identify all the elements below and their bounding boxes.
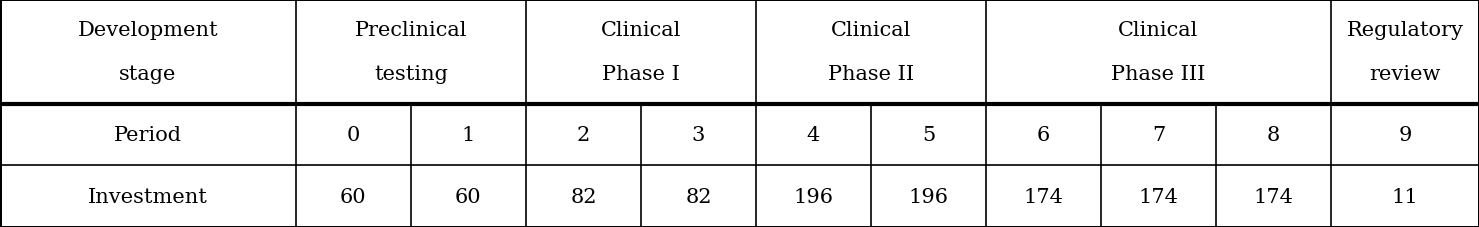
Text: 11: 11 (1392, 187, 1418, 206)
Text: 174: 174 (1254, 187, 1294, 206)
Text: 174: 174 (1023, 187, 1063, 206)
Text: 0: 0 (346, 126, 359, 145)
Text: Preclinical

testing: Preclinical testing (355, 21, 467, 84)
Text: 6: 6 (1037, 126, 1050, 145)
Text: Investment: Investment (87, 187, 209, 206)
Text: 196: 196 (908, 187, 948, 206)
Text: 82: 82 (569, 187, 596, 206)
Text: 9: 9 (1398, 126, 1412, 145)
Text: 82: 82 (685, 187, 711, 206)
Text: 7: 7 (1152, 126, 1165, 145)
Text: Regulatory

review: Regulatory review (1346, 21, 1464, 84)
Text: Development

stage: Development stage (77, 21, 219, 84)
Text: 60: 60 (456, 187, 482, 206)
Text: 174: 174 (1139, 187, 1179, 206)
Text: 4: 4 (808, 126, 819, 145)
Text: 5: 5 (921, 126, 935, 145)
Text: Clinical

Phase I: Clinical Phase I (600, 21, 682, 84)
Text: 1: 1 (461, 126, 475, 145)
Text: Period: Period (114, 126, 182, 145)
Text: Clinical

Phase III: Clinical Phase III (1111, 21, 1205, 84)
Text: 60: 60 (340, 187, 367, 206)
Text: 3: 3 (692, 126, 705, 145)
Text: 2: 2 (577, 126, 590, 145)
Text: Clinical

Phase II: Clinical Phase II (828, 21, 914, 84)
Text: 8: 8 (1268, 126, 1281, 145)
Text: 196: 196 (793, 187, 834, 206)
